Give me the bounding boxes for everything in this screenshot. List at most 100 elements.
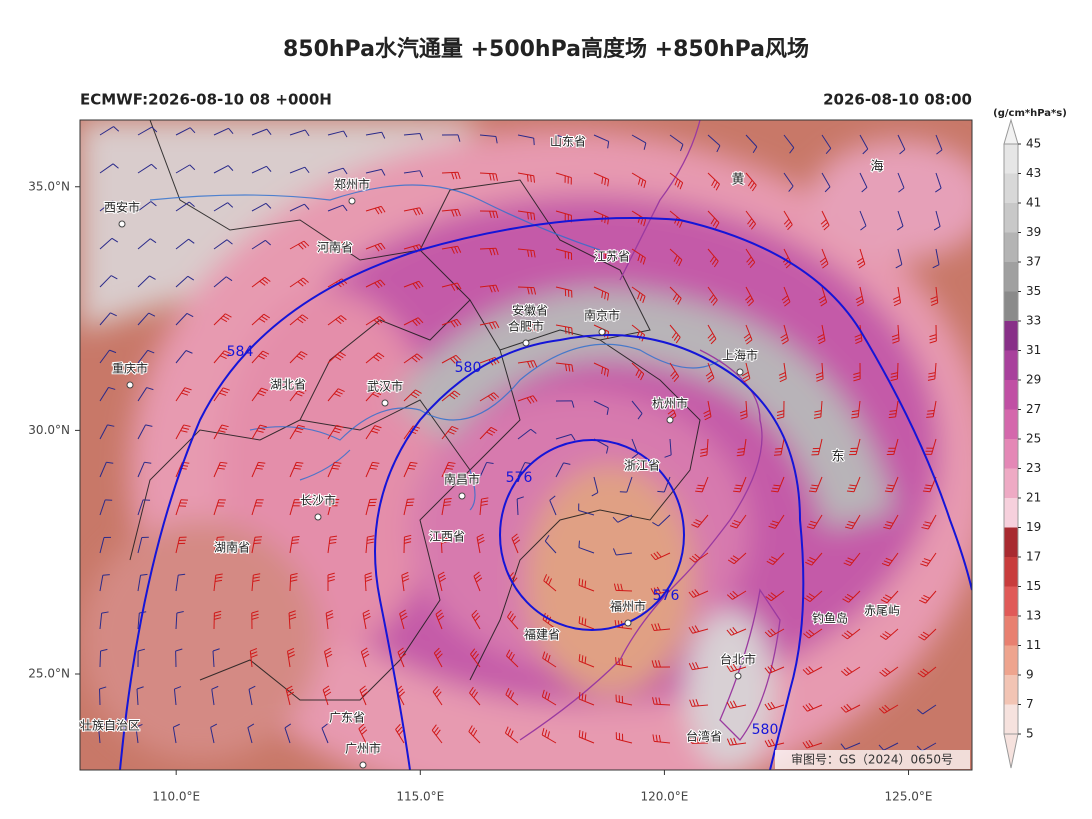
wind-barb: [542, 696, 557, 706]
wind-barb-flag: [253, 573, 261, 576]
wind-barb-flag: [639, 294, 643, 302]
wind-barb-flag: [432, 686, 439, 693]
wind-barb-flag: [675, 295, 680, 303]
wind-barb-flag: [486, 431, 494, 436]
wind-barb: [210, 727, 215, 744]
wind-barb-flag: [544, 534, 550, 542]
wind-barb: [251, 350, 264, 364]
wind-barb-flag: [604, 330, 607, 338]
wind-barb-flag: [651, 660, 655, 668]
wind-barb: [137, 163, 152, 174]
wind-barb-flag: [455, 354, 462, 361]
wind-barb-flag: [888, 416, 896, 419]
wind-barb-flag: [853, 375, 861, 379]
colorbar-box: [1004, 173, 1018, 203]
wind-barb: [479, 284, 496, 288]
wind-barb-flag: [654, 660, 658, 668]
wind-barb-flag: [108, 386, 116, 390]
city-dot: [666, 416, 674, 424]
wind-barb-flag: [709, 256, 715, 263]
wind-barb-flag: [533, 138, 535, 146]
contour-label: 580: [752, 722, 779, 738]
wind-barb-flag: [112, 163, 119, 169]
wind-barb-flag: [631, 453, 639, 459]
wind-barb-flag: [770, 556, 778, 561]
wind-barb-flag: [570, 434, 576, 441]
wind-barb: [578, 584, 595, 592]
wind-barb-flag: [381, 169, 386, 176]
wind-barb-flag: [612, 548, 617, 556]
wind-barb-flag: [732, 663, 738, 671]
wind-barb-flag: [265, 203, 272, 209]
wind-barb-flag: [472, 729, 478, 737]
place-label: 安徽省: [512, 303, 548, 318]
wind-barb-flag: [691, 626, 697, 633]
wind-barb-flag: [175, 648, 183, 652]
wind-barb-flag: [433, 726, 439, 734]
wind-barb-flag: [817, 337, 825, 342]
wind-barb: [289, 388, 301, 402]
wind-barb-flag: [219, 355, 227, 360]
wind-barb-flag: [770, 592, 777, 598]
wind-barb-flag: [655, 734, 658, 742]
wind-barb-flag: [358, 723, 365, 730]
wind-barb-flag: [748, 300, 754, 307]
wind-barb: [730, 704, 747, 709]
wind-barb-flag: [890, 378, 898, 382]
wind-barb-flag: [854, 337, 862, 341]
wind-barb-flag: [411, 357, 418, 363]
wind-barb-flag: [747, 180, 753, 187]
wind-barb-flag: [362, 650, 369, 656]
wind-barb-flag: [99, 686, 107, 690]
wind-barb-flag: [544, 653, 548, 661]
place-label: 江苏省: [594, 250, 630, 264]
wind-barb-flag: [298, 243, 304, 250]
wind-barb-flag: [746, 339, 753, 345]
wind-barb-flag: [451, 426, 459, 430]
wind-barb-flag: [526, 174, 529, 182]
wind-barb-flag: [359, 685, 366, 691]
wind-barb-flag: [292, 535, 300, 538]
wind-barb-flag: [931, 302, 938, 306]
wind-barb-flag: [584, 618, 587, 626]
wind-barb: [506, 655, 519, 668]
wind-barb-flag: [846, 703, 852, 710]
wind-barb-flag: [637, 292, 641, 300]
wind-barb: [593, 210, 609, 218]
wind-barb: [897, 248, 903, 265]
wind-barb-flag: [302, 277, 309, 283]
wind-barb: [289, 129, 306, 136]
wind-barb-flag: [578, 616, 581, 624]
wind-barb-flag: [578, 729, 581, 738]
wind-barb: [783, 362, 787, 379]
wind-barb-flag: [225, 276, 233, 282]
wind-barb: [517, 248, 534, 252]
wind-barb-flag: [802, 705, 808, 712]
wind-barb-flag: [362, 609, 370, 614]
wind-barb-flag: [258, 318, 266, 323]
wind-barb-flag: [578, 654, 581, 662]
wind-barb-flag: [457, 209, 461, 217]
wind-barb-flag: [287, 650, 295, 655]
wind-barb-flag: [806, 526, 814, 530]
wind-barb-flag: [147, 349, 155, 354]
wind-barb-flag: [920, 563, 928, 567]
wind-barb-flag: [400, 612, 407, 618]
wind-barb-flag: [509, 613, 514, 620]
title: 850hPa水汽通量 +500hPa高度场 +850hPa风场: [283, 36, 809, 62]
wind-barb-flag: [304, 203, 310, 210]
wind-barb-flag: [815, 372, 823, 376]
wind-barb: [248, 689, 253, 706]
wind-barb-flag: [297, 390, 305, 394]
wind-barb-flag: [892, 340, 900, 344]
wind-barb-flag: [745, 295, 751, 301]
wind-barb: [736, 514, 747, 529]
wind-barb-flag: [820, 301, 827, 307]
wind-barb-flag: [854, 334, 862, 338]
wind-barb-flag: [299, 387, 307, 392]
wind-barb-flag: [680, 144, 684, 152]
wind-barb: [549, 500, 557, 516]
wind-barb-flag: [604, 292, 607, 300]
wind-barb-flag: [339, 351, 346, 357]
wind-barb: [137, 613, 140, 630]
